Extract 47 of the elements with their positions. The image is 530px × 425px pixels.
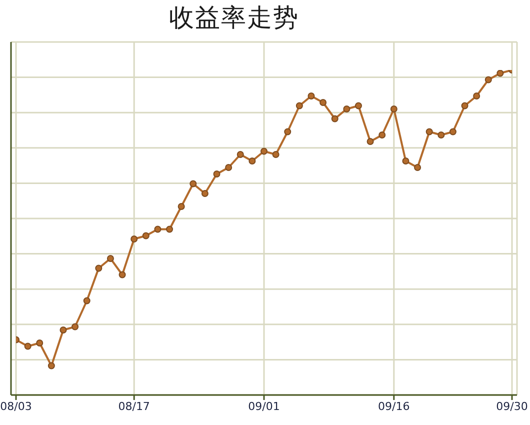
point <box>213 170 220 178</box>
x-tick-label: 09/30 <box>496 400 528 413</box>
x-tick-label: 08/17 <box>118 400 150 413</box>
point <box>378 132 386 138</box>
point <box>118 271 126 278</box>
point <box>484 76 492 84</box>
point <box>225 164 232 171</box>
point <box>414 164 422 171</box>
point <box>95 264 102 272</box>
point <box>236 151 244 158</box>
point <box>48 362 55 370</box>
point <box>461 102 468 110</box>
point <box>154 226 162 233</box>
point <box>320 99 327 106</box>
x-tick-label: 09/01 <box>248 400 280 413</box>
point <box>106 255 114 262</box>
point <box>142 232 150 240</box>
point <box>402 158 410 164</box>
point <box>60 326 67 334</box>
chart-title: 收益率走势 <box>168 3 300 33</box>
point <box>354 102 362 110</box>
point <box>178 203 185 210</box>
point <box>449 128 456 136</box>
point <box>496 70 504 77</box>
point <box>473 92 480 100</box>
x-tick-label: 09/16 <box>378 400 410 413</box>
point <box>190 180 197 188</box>
point <box>201 190 208 197</box>
point <box>284 128 292 136</box>
point <box>366 138 374 145</box>
point <box>72 323 79 330</box>
point <box>83 297 90 304</box>
point <box>130 236 138 242</box>
point <box>331 115 338 122</box>
point <box>426 128 433 136</box>
point <box>248 158 256 164</box>
point <box>308 92 315 100</box>
point <box>296 102 303 110</box>
point <box>24 342 32 350</box>
point <box>36 340 44 346</box>
point <box>260 148 268 155</box>
point <box>343 106 350 112</box>
point <box>390 106 398 112</box>
point <box>272 151 280 158</box>
point <box>438 132 445 138</box>
point <box>166 226 174 233</box>
x-tick-label: 08/03 <box>0 400 32 413</box>
